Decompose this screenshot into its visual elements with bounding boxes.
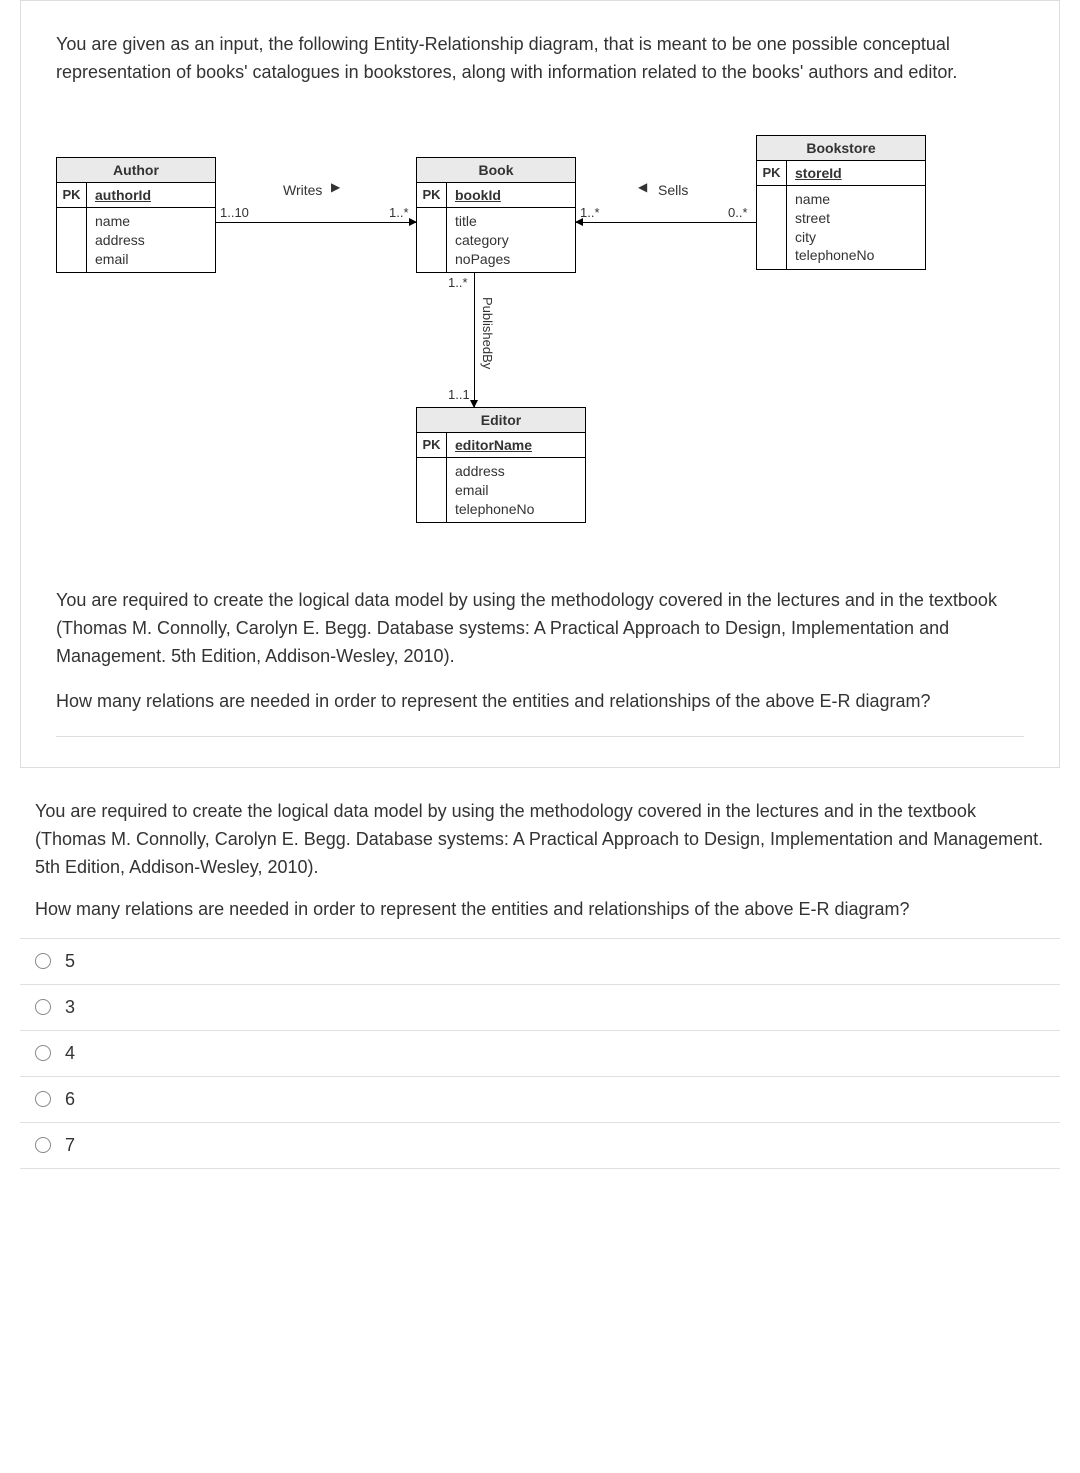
arrow-right-icon: ▶ bbox=[329, 180, 342, 194]
separator bbox=[56, 736, 1024, 737]
entity-bookstore-attr: street bbox=[795, 209, 917, 228]
entity-author-title: Author bbox=[57, 158, 215, 183]
entity-editor-pk: editorName bbox=[447, 433, 585, 457]
option-row[interactable]: 4 bbox=[20, 1030, 1060, 1076]
radio-icon[interactable] bbox=[35, 1045, 51, 1061]
entity-bookstore-attr: city bbox=[795, 228, 917, 247]
entity-book-attr: title bbox=[455, 212, 567, 231]
intro-text: You are given as an input, the following… bbox=[56, 31, 1024, 87]
entity-bookstore-title: Bookstore bbox=[757, 136, 925, 161]
arrow-left-icon: ◀ bbox=[636, 180, 649, 194]
rel-writes-line bbox=[216, 222, 416, 223]
rel-publishedby-label: PublishedBy bbox=[480, 297, 495, 369]
pk-label: PK bbox=[417, 433, 447, 457]
rel-writes-right-mult: 1..* bbox=[389, 205, 409, 220]
question-para-1: You are required to create the logical d… bbox=[56, 587, 1024, 671]
rel-publishedby-top-mult: 1..* bbox=[448, 275, 468, 290]
entity-bookstore-attr: name bbox=[795, 190, 917, 209]
entity-book-attr: noPages bbox=[455, 250, 567, 269]
entity-editor: Editor PK editorName address email telep… bbox=[416, 407, 586, 524]
option-label: 3 bbox=[65, 997, 75, 1018]
rel-sells-right-mult: 0..* bbox=[728, 205, 748, 220]
rel-sells-line bbox=[576, 222, 756, 223]
entity-author-attr: address bbox=[95, 231, 207, 250]
pk-label: PK bbox=[57, 183, 87, 207]
entity-author-attr: name bbox=[95, 212, 207, 231]
entity-bookstore-attr: telephoneNo bbox=[795, 246, 917, 265]
entity-author-attr: email bbox=[95, 250, 207, 269]
entity-book-pk: bookId bbox=[447, 183, 575, 207]
pk-label: PK bbox=[417, 183, 447, 207]
entity-book-title: Book bbox=[417, 158, 575, 183]
option-row[interactable]: 7 bbox=[20, 1122, 1060, 1169]
option-label: 7 bbox=[65, 1135, 75, 1156]
entity-editor-attr: email bbox=[455, 481, 577, 500]
repeated-para-1: You are required to create the logical d… bbox=[20, 798, 1060, 882]
entity-book-attr: category bbox=[455, 231, 567, 250]
option-row[interactable]: 5 bbox=[20, 938, 1060, 984]
er-diagram: Author PK authorId name address email Bo… bbox=[56, 127, 1024, 547]
option-label: 6 bbox=[65, 1089, 75, 1110]
entity-bookstore-pk: storeId bbox=[787, 161, 925, 185]
entity-editor-title: Editor bbox=[417, 408, 585, 433]
radio-icon[interactable] bbox=[35, 1137, 51, 1153]
option-row[interactable]: 3 bbox=[20, 984, 1060, 1030]
entity-author: Author PK authorId name address email bbox=[56, 157, 216, 274]
entity-author-pk: authorId bbox=[87, 183, 215, 207]
rel-publishedby-bottom-mult: 1..1 bbox=[448, 387, 470, 402]
radio-icon[interactable] bbox=[35, 953, 51, 969]
rel-publishedby-line bbox=[474, 272, 475, 407]
radio-icon[interactable] bbox=[35, 999, 51, 1015]
rel-writes-label: Writes bbox=[281, 182, 324, 198]
entity-editor-attr: address bbox=[455, 462, 577, 481]
radio-icon[interactable] bbox=[35, 1091, 51, 1107]
rel-sells-label: Sells bbox=[656, 182, 690, 198]
entity-book: Book PK bookId title category noPages bbox=[416, 157, 576, 274]
rel-writes-left-mult: 1..10 bbox=[220, 205, 249, 220]
question-para-2: How many relations are needed in order t… bbox=[56, 688, 1024, 716]
entity-bookstore: Bookstore PK storeId name street city te… bbox=[756, 135, 926, 271]
question-card: You are given as an input, the following… bbox=[20, 0, 1060, 768]
option-row[interactable]: 6 bbox=[20, 1076, 1060, 1122]
pk-label: PK bbox=[757, 161, 787, 185]
repeated-para-2: How many relations are needed in order t… bbox=[20, 896, 1060, 924]
entity-editor-attr: telephoneNo bbox=[455, 500, 577, 519]
option-label: 5 bbox=[65, 951, 75, 972]
rel-sells-left-mult: 1..* bbox=[580, 205, 600, 220]
option-label: 4 bbox=[65, 1043, 75, 1064]
answers-block: You are required to create the logical d… bbox=[20, 798, 1060, 1169]
